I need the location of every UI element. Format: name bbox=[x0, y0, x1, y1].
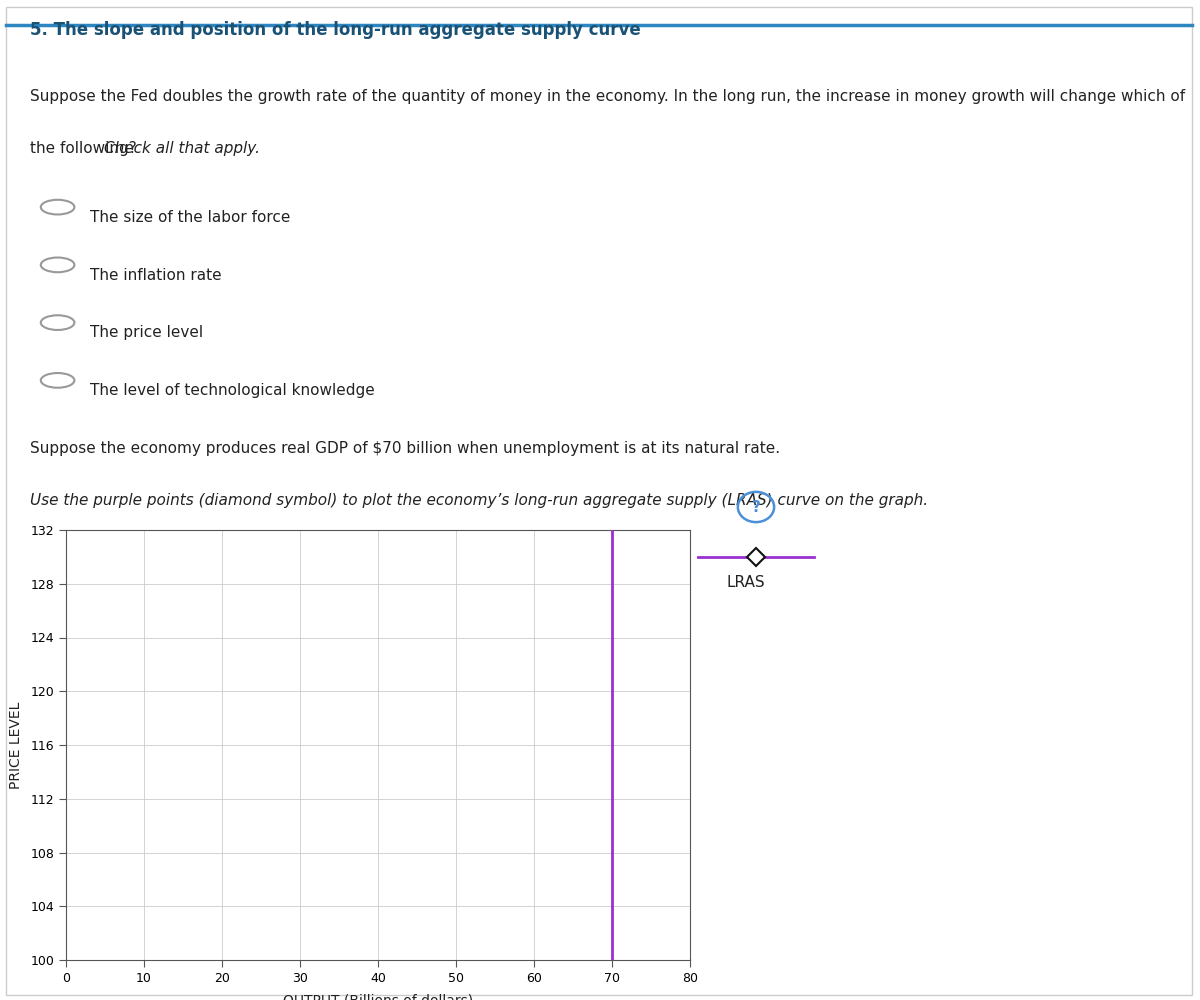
Text: LRAS: LRAS bbox=[726, 575, 764, 590]
Text: The level of technological knowledge: The level of technological knowledge bbox=[90, 383, 374, 398]
Text: ?: ? bbox=[751, 499, 761, 514]
Text: 5. The slope and position of the long-run aggregate supply curve: 5. The slope and position of the long-ru… bbox=[30, 21, 641, 39]
Text: The size of the labor force: The size of the labor force bbox=[90, 210, 290, 225]
Text: Use the purple points (diamond symbol) to plot the economy’s long-run aggregate : Use the purple points (diamond symbol) t… bbox=[30, 493, 928, 508]
Y-axis label: PRICE LEVEL: PRICE LEVEL bbox=[10, 701, 23, 789]
Text: Suppose the economy produces real GDP of $70 billion when unemployment is at its: Suppose the economy produces real GDP of… bbox=[30, 441, 780, 456]
Text: Suppose the Fed doubles the growth rate of the quantity of money in the economy.: Suppose the Fed doubles the growth rate … bbox=[30, 89, 1186, 104]
X-axis label: OUTPUT (Billions of dollars): OUTPUT (Billions of dollars) bbox=[283, 993, 473, 1000]
Text: Check all that apply.: Check all that apply. bbox=[104, 141, 260, 156]
Text: The price level: The price level bbox=[90, 325, 203, 340]
Text: The inflation rate: The inflation rate bbox=[90, 267, 222, 282]
Text: the following?: the following? bbox=[30, 141, 142, 156]
